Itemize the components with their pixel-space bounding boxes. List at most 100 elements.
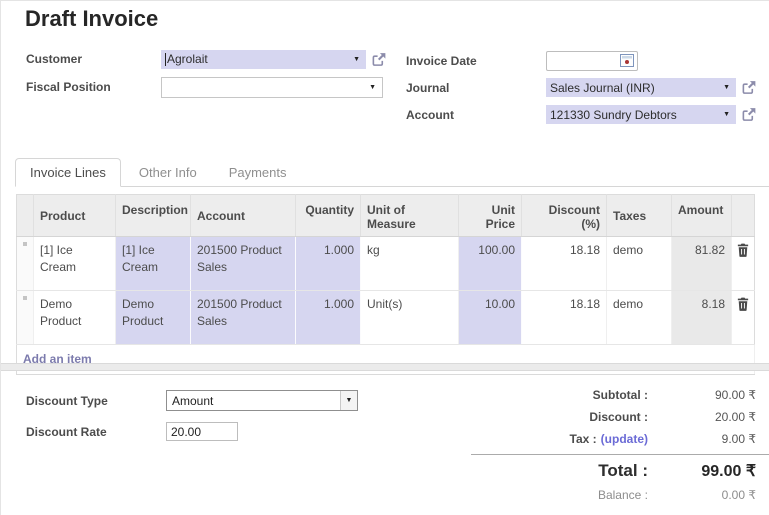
column-header-amount[interactable]: Amount <box>671 194 732 237</box>
totals-panel: Subtotal : 90.00 ₹ Discount : 20.00 ₹ Ta… <box>471 384 769 506</box>
section-separator <box>1 363 769 371</box>
chevron-down-icon[interactable]: ▼ <box>723 111 730 118</box>
fiscal-position-label: Fiscal Position <box>26 80 111 94</box>
invoice-lines-table: Product Description Account Quantity Uni… <box>16 194 755 375</box>
table-row[interactable]: [1] Ice Cream [1] Ice Cream 201500 Produ… <box>16 236 755 291</box>
customer-value: Agrolait <box>167 52 208 66</box>
discount-rate-label: Discount Rate <box>26 424 107 439</box>
invoice-date-row: Invoice Date <box>406 47 769 74</box>
drag-handle-column-header <box>16 194 34 237</box>
actions-cell <box>731 290 755 345</box>
discount-type-label: Discount Type <box>26 393 108 408</box>
balance-row: Balance : 0.00 ₹ <box>471 484 769 506</box>
column-header-unit-price[interactable]: Unit Price <box>458 194 522 237</box>
page-title: Draft Invoice <box>25 6 159 31</box>
tax-label: Tax : <box>569 432 597 446</box>
subtotal-label: Subtotal : <box>592 388 648 402</box>
total-label: Total : <box>598 460 648 480</box>
tax-update-link[interactable]: (update) <box>600 432 648 446</box>
cell-discount[interactable]: 18.18 <box>521 236 607 291</box>
total-row: Total : 99.00 ₹ <box>471 457 769 484</box>
discount-total-label: Discount : <box>589 410 648 424</box>
discount-type-select[interactable]: Amount ▼ <box>166 390 358 411</box>
cell-uom[interactable]: kg <box>360 236 459 291</box>
discount-total-row: Discount : 20.00 ₹ <box>471 406 769 428</box>
column-header-description[interactable]: Description <box>115 194 191 237</box>
account-label: Account <box>406 107 454 122</box>
column-header-product[interactable]: Product <box>33 194 116 237</box>
chevron-down-icon[interactable]: ▼ <box>369 83 376 91</box>
journal-field[interactable]: Sales Journal (INR) ▼ <box>546 78 736 97</box>
cell-unit-price[interactable]: 10.00 <box>458 290 522 345</box>
tab-payments[interactable]: Payments <box>228 165 287 180</box>
column-header-discount[interactable]: Discount (%) <box>521 194 607 237</box>
account-value: 121330 Sundry Debtors <box>550 107 677 122</box>
tab-invoice-lines[interactable]: Invoice Lines <box>15 158 121 187</box>
cell-description[interactable]: Demo Product <box>115 290 191 345</box>
invoice-date-label: Invoice Date <box>406 53 477 68</box>
table-header-row: Product Description Account Quantity Uni… <box>16 194 755 237</box>
discount-type-row: Discount Type Amount ▼ <box>26 385 358 416</box>
cell-discount[interactable]: 18.18 <box>521 290 607 345</box>
subtotal-row: Subtotal : 90.00 ₹ <box>471 384 769 406</box>
journal-value: Sales Journal (INR) <box>550 80 655 95</box>
calendar-icon[interactable] <box>620 54 634 67</box>
cell-amount: 8.18 <box>671 290 732 345</box>
column-header-taxes[interactable]: Taxes <box>606 194 672 237</box>
discount-type-value: Amount <box>172 393 214 408</box>
subtotal-value: 90.00 ₹ <box>715 388 756 402</box>
drag-handle[interactable] <box>16 290 34 345</box>
fiscal-position-row: Fiscal Position ▼ <box>26 73 396 101</box>
account-row: Account 121330 Sundry Debtors ▼ <box>406 101 769 128</box>
customer-field[interactable]: Agrolait ▼ <box>161 49 366 69</box>
table-row[interactable]: Demo Product Demo Product 201500 Product… <box>16 290 755 345</box>
tax-label-group: Tax : (update) <box>471 432 658 446</box>
cell-product[interactable]: [1] Ice Cream <box>33 236 116 291</box>
chevron-down-icon[interactable]: ▼ <box>353 55 360 63</box>
external-link-icon[interactable] <box>741 80 757 95</box>
cell-quantity[interactable]: 1.000 <box>295 236 361 291</box>
cell-amount: 81.82 <box>671 236 732 291</box>
tab-other-info[interactable]: Other Info <box>138 165 197 180</box>
discount-rate-row: Discount Rate <box>26 416 358 447</box>
cell-taxes[interactable]: demo <box>606 290 672 345</box>
column-header-quantity[interactable]: Quantity <box>295 194 361 237</box>
form-right-column: Invoice Date Journal Sales Journal (INR)… <box>406 47 769 128</box>
customer-label: Customer <box>26 52 83 66</box>
tax-row: Tax : (update) 9.00 ₹ <box>471 428 769 450</box>
customer-row: Customer Agrolait ▼ <box>26 45 396 73</box>
cell-description[interactable]: [1] Ice Cream <box>115 236 191 291</box>
cell-quantity[interactable]: 1.000 <box>295 290 361 345</box>
chevron-down-icon[interactable]: ▼ <box>340 391 357 410</box>
drag-handle[interactable] <box>16 236 34 291</box>
column-header-account[interactable]: Account <box>190 194 296 237</box>
delete-row-icon[interactable] <box>737 297 749 311</box>
cell-unit-price[interactable]: 100.00 <box>458 236 522 291</box>
external-link-icon[interactable] <box>741 107 757 122</box>
discount-rate-input[interactable] <box>166 422 238 441</box>
discount-controls: Discount Type Amount ▼ Discount Rate <box>26 385 358 447</box>
cell-uom[interactable]: Unit(s) <box>360 290 459 345</box>
cell-account[interactable]: 201500 Product Sales <box>190 236 296 291</box>
external-link-icon[interactable] <box>371 52 387 67</box>
journal-label: Journal <box>406 80 450 95</box>
invoice-date-field[interactable] <box>546 50 638 71</box>
form-left-column: Customer Agrolait ▼ Fiscal Position ▼ <box>26 45 396 101</box>
cell-account[interactable]: 201500 Product Sales <box>190 290 296 345</box>
journal-row: Journal Sales Journal (INR) ▼ <box>406 74 769 101</box>
text-cursor <box>165 52 166 66</box>
account-field[interactable]: 121330 Sundry Debtors ▼ <box>546 105 736 124</box>
column-header-uom[interactable]: Unit of Measure <box>360 194 459 237</box>
column-header-actions <box>731 194 755 237</box>
balance-value: 0.00 ₹ <box>721 488 756 502</box>
tax-value: 9.00 ₹ <box>721 432 756 446</box>
actions-cell <box>731 236 755 291</box>
fiscal-position-field[interactable]: ▼ <box>161 76 383 98</box>
chevron-down-icon[interactable]: ▼ <box>723 84 730 91</box>
cell-taxes[interactable]: demo <box>606 236 672 291</box>
delete-row-icon[interactable] <box>737 243 749 257</box>
notebook-tabs: Invoice Lines Other Info Payments <box>15 158 769 187</box>
discount-total-value: 20.00 ₹ <box>715 410 756 424</box>
total-divider <box>471 454 769 455</box>
cell-product[interactable]: Demo Product <box>33 290 116 345</box>
